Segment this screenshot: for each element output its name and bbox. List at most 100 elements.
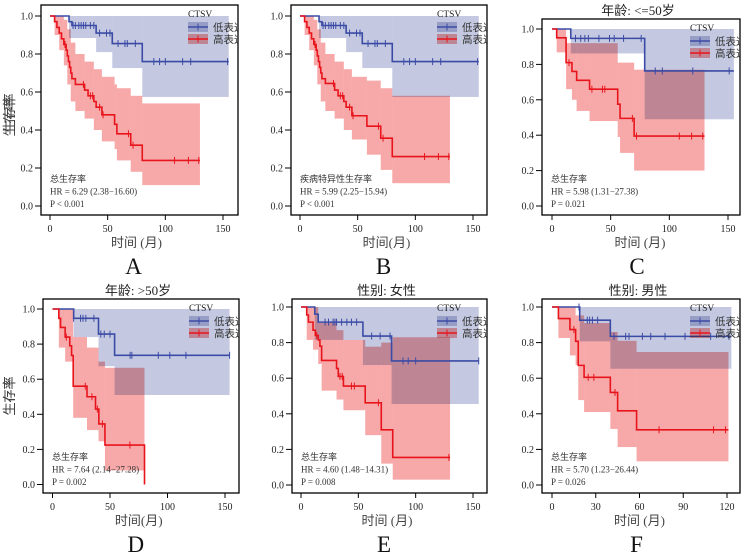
x-tick-label: 100	[408, 502, 423, 513]
plot-frame	[42, 298, 240, 494]
plot-frame	[291, 298, 488, 494]
x-axis-title: 时间 (月)	[111, 235, 162, 250]
y-axis: 0.0 0.2 0.4 0.6 0.8 1.0 生存率	[2, 305, 43, 491]
panel-letter: C	[629, 254, 644, 279]
x-tick-label: 0	[298, 224, 303, 235]
stats-annotation: 疾病特异性生存率 HR = 5.99 (2.25−15.94) P < 0.001	[300, 173, 387, 209]
legend-title: CTSV	[437, 10, 461, 20]
x-tick-label: 100	[160, 502, 175, 513]
panel-title: 性别: 女性	[357, 283, 416, 298]
high-expression-ci-segment	[575, 315, 579, 366]
low-expression-ci-segment	[142, 16, 229, 97]
high-expression-ci-segment	[70, 42, 76, 102]
high-expression-ci-segment	[116, 88, 131, 161]
high-expression-ci-segment	[556, 29, 567, 53]
survival-type-label: 总生存率	[551, 451, 587, 462]
p-value-label: P = 0.021	[551, 199, 586, 209]
legend-item-low-expression: 低表达	[188, 21, 245, 34]
high-expression-ci-segment	[63, 19, 68, 66]
legend-label: 低表达	[213, 21, 245, 34]
low-expression-censor-marks	[324, 318, 480, 365]
high-expression-ci-segment	[343, 339, 366, 411]
legend-item-high-expression: 高表达	[437, 327, 487, 340]
panel-title: 年龄: >50岁	[105, 283, 171, 298]
x-tick-label: 120	[720, 502, 735, 513]
high-expression-ci-segment	[365, 346, 382, 436]
low-expression-censor-marks	[578, 303, 730, 340]
y-axis-title: 生存率	[2, 376, 17, 415]
high-expression-ci-segment	[75, 54, 85, 111]
high-expression-ci-segment	[617, 62, 621, 137]
high-expression-censor-marks	[573, 326, 727, 434]
high-expression-ci-segment	[576, 43, 590, 111]
high-expression-ci-segment	[114, 84, 117, 149]
high-expression-ci-segment	[320, 42, 326, 102]
high-expression-ci-segment	[636, 352, 729, 462]
y-tick-label: 0.0	[271, 202, 284, 213]
plot-frame	[290, 4, 488, 216]
y-tick-label: 0.2	[271, 164, 284, 175]
low-expression-ci-segment	[319, 16, 347, 39]
x-tick-label: 150	[218, 502, 233, 513]
legend-label: 低表达	[715, 315, 747, 328]
low-expression-survival-curve	[301, 306, 479, 362]
y-axis: 0.0 0.2 0.4 0.6 0.8 1.0 生存率	[2, 25, 542, 213]
x-axis-title: 时间 (月)	[615, 235, 666, 250]
low-expression-ci-segment	[98, 309, 115, 367]
x-axis: 0 30 60 90 120 时间 (月)	[550, 493, 735, 528]
legend-item-low-expression: 低表达	[437, 315, 494, 328]
high-expression-ci-segment	[620, 62, 635, 153]
y-axis-title: 生存率	[2, 376, 17, 415]
y-tick-label: 1.0	[522, 25, 535, 36]
hazard-ratio-label: HR = 6.29 (2.38−16.60)	[50, 187, 137, 197]
x-axis: 0 50 100 150 时间(月)	[50, 493, 233, 528]
legend-label: 低表达	[462, 315, 494, 328]
hazard-ratio-label: HR = 7.64 (2.14−27.28)	[52, 465, 139, 475]
high-expression-ci-band	[58, 309, 145, 471]
high-expression-ci-segment	[351, 76, 367, 140]
legend-item-low-expression: 低表达	[690, 35, 740, 48]
y-tick-label: 0.6	[522, 95, 535, 106]
legend-item-high-expression: 高表达	[437, 33, 487, 46]
y-tick-label: 0.0	[23, 480, 36, 491]
x-tick-label: 150	[216, 224, 231, 235]
y-tick-label: 0.4	[272, 409, 285, 420]
y-tick-label: 0.6	[272, 374, 285, 385]
legend-title: CTSV	[437, 304, 461, 314]
y-tick-label: 0.8	[23, 340, 36, 351]
p-value-label: P < 0.001	[50, 199, 85, 209]
x-tick-label: 100	[158, 224, 173, 235]
high-expression-ci-segment	[84, 61, 94, 119]
high-expression-ci-segment	[321, 323, 337, 391]
legend-label: 高表达	[715, 47, 747, 60]
high-expression-ci-segment	[366, 80, 381, 155]
low-expression-censor-marks	[322, 22, 479, 66]
high-expression-ci-segment	[558, 307, 570, 338]
survival-type-label: 总生存率	[52, 451, 88, 462]
high-expression-ci-segment	[334, 61, 344, 119]
low-expression-survival-curve	[552, 306, 732, 338]
p-value-label: P < 0.001	[300, 199, 335, 209]
high-expression-ci-band	[304, 16, 450, 184]
panel-title: 性别: 男性	[609, 283, 668, 298]
y-tick-label: 1.0	[23, 305, 36, 316]
legend-item-high-expression: 高表达	[188, 33, 238, 46]
panel-letter: F	[630, 532, 643, 557]
x-tick-label: 0	[550, 224, 555, 235]
y-tick-label: 0.8	[271, 50, 284, 61]
stats-annotation: 总生存率 HR = 6.29 (2.38−16.60) P < 0.001	[50, 173, 137, 209]
high-expression-ci-segment	[381, 342, 393, 464]
y-tick-label: 0.2	[21, 164, 34, 175]
p-value-label: P = 0.008	[301, 477, 336, 487]
legend-item-low-expression: 低表达	[437, 21, 487, 34]
high-expression-survival-curve	[552, 306, 729, 431]
high-expression-censor-marks	[316, 331, 450, 461]
